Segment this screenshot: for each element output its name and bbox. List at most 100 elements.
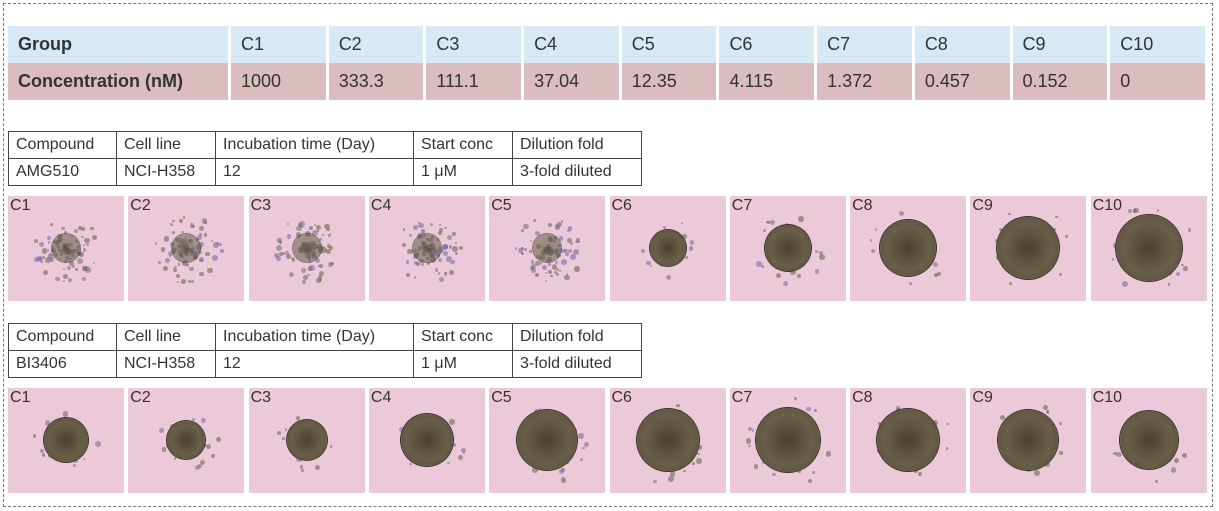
cell-debris — [62, 280, 65, 283]
cell-debris — [760, 265, 764, 268]
cell-debris — [548, 223, 552, 227]
cell-debris — [278, 241, 282, 245]
cell-debris — [39, 258, 44, 263]
cell-debris — [413, 255, 417, 259]
well-label: C8 — [852, 197, 873, 214]
cell-debris — [462, 451, 465, 454]
cell-debris — [42, 255, 46, 259]
cell-debris — [192, 225, 196, 228]
cell-debris — [751, 429, 755, 432]
cell-debris — [530, 268, 537, 274]
cell-debris — [189, 267, 194, 272]
cell-debris — [548, 263, 551, 266]
spheroid — [1119, 411, 1178, 469]
cell-debris — [176, 280, 179, 283]
spheroid — [292, 234, 321, 262]
cell-debris — [82, 243, 86, 246]
cell-debris — [328, 245, 334, 251]
cell-debris — [1008, 281, 1013, 286]
cell-debris — [46, 236, 51, 241]
cell-debris — [566, 229, 570, 233]
cell-debris — [641, 249, 646, 254]
well-label: C3 — [250, 197, 272, 214]
cell-debris — [539, 262, 543, 265]
cell-debris — [82, 277, 86, 282]
cell-debris — [763, 228, 767, 232]
cell-debris — [215, 436, 222, 443]
cell-debris — [216, 241, 219, 245]
cell-debris — [330, 261, 334, 266]
figure-frame — [3, 3, 1213, 507]
cell-debris — [558, 468, 564, 475]
microscopy-image: C4 — [368, 388, 485, 493]
cell-debris — [321, 233, 325, 237]
microscopy-image: C5 — [489, 196, 606, 301]
cell-debris — [444, 272, 448, 275]
cell-debris — [164, 258, 170, 264]
cell-debris — [574, 266, 580, 272]
cell-debris — [438, 227, 444, 233]
cell-debris — [318, 263, 323, 268]
cell-debris — [994, 238, 999, 243]
cell-debris — [455, 242, 458, 245]
cell-debris — [55, 277, 60, 282]
cell-debris — [413, 260, 419, 265]
cell-debris — [317, 264, 321, 268]
cell-debris — [1113, 451, 1117, 456]
microscopy-image: C10 — [1090, 196, 1207, 301]
cell-debris — [815, 249, 819, 253]
cell-debris — [1058, 272, 1063, 277]
cell-line-value: NCI-H358 — [116, 350, 216, 378]
cell-debris — [452, 245, 458, 252]
cell-debris — [442, 243, 448, 249]
cell-debris — [81, 236, 84, 239]
cell-debris — [86, 242, 90, 247]
concentration-cell: 1000 — [231, 63, 326, 100]
cell-debris — [198, 257, 204, 263]
cell-debris — [534, 230, 540, 237]
cell-debris — [43, 269, 49, 275]
cell-debris — [38, 257, 42, 261]
cell-debris — [49, 257, 55, 262]
cell-debris — [697, 452, 700, 456]
cell-debris — [174, 265, 177, 269]
cell-debris — [529, 239, 532, 242]
cell-debris — [291, 258, 295, 262]
cell-debris — [44, 420, 51, 426]
cell-debris — [188, 280, 192, 284]
cell-debris — [565, 460, 569, 464]
spheroid — [880, 220, 937, 276]
concentration-cell: 37.04 — [524, 63, 619, 100]
spheroid — [764, 225, 811, 271]
cell-debris — [575, 238, 581, 243]
cell-debris — [541, 264, 547, 270]
cell-debris — [171, 231, 175, 234]
cell-debris — [572, 249, 579, 255]
cell-debris — [74, 228, 79, 233]
cell-debris — [461, 448, 467, 454]
cell-debris — [412, 225, 418, 231]
cell-debris — [549, 274, 553, 278]
spheroid — [998, 410, 1059, 470]
cell-debris — [895, 406, 900, 411]
cell-debris — [1176, 272, 1181, 277]
cell-debris — [529, 250, 532, 253]
cell-debris — [662, 226, 666, 230]
group-cell: C5 — [621, 26, 717, 63]
cell-debris — [33, 238, 39, 244]
cell-debris — [312, 230, 318, 236]
cell-debris — [524, 248, 528, 252]
cell-debris — [322, 246, 325, 249]
cell-debris — [669, 471, 675, 477]
cell-debris — [535, 261, 541, 267]
cell-debris — [581, 446, 585, 450]
cell-debris — [574, 240, 578, 244]
cell-debris — [569, 254, 576, 261]
cell-debris — [446, 234, 452, 240]
cell-debris — [458, 246, 463, 251]
cell-debris — [1008, 212, 1012, 216]
cell-debris — [168, 251, 174, 256]
cell-debris — [62, 267, 66, 271]
cell-debris — [72, 463, 76, 468]
cell-debris — [219, 248, 225, 254]
